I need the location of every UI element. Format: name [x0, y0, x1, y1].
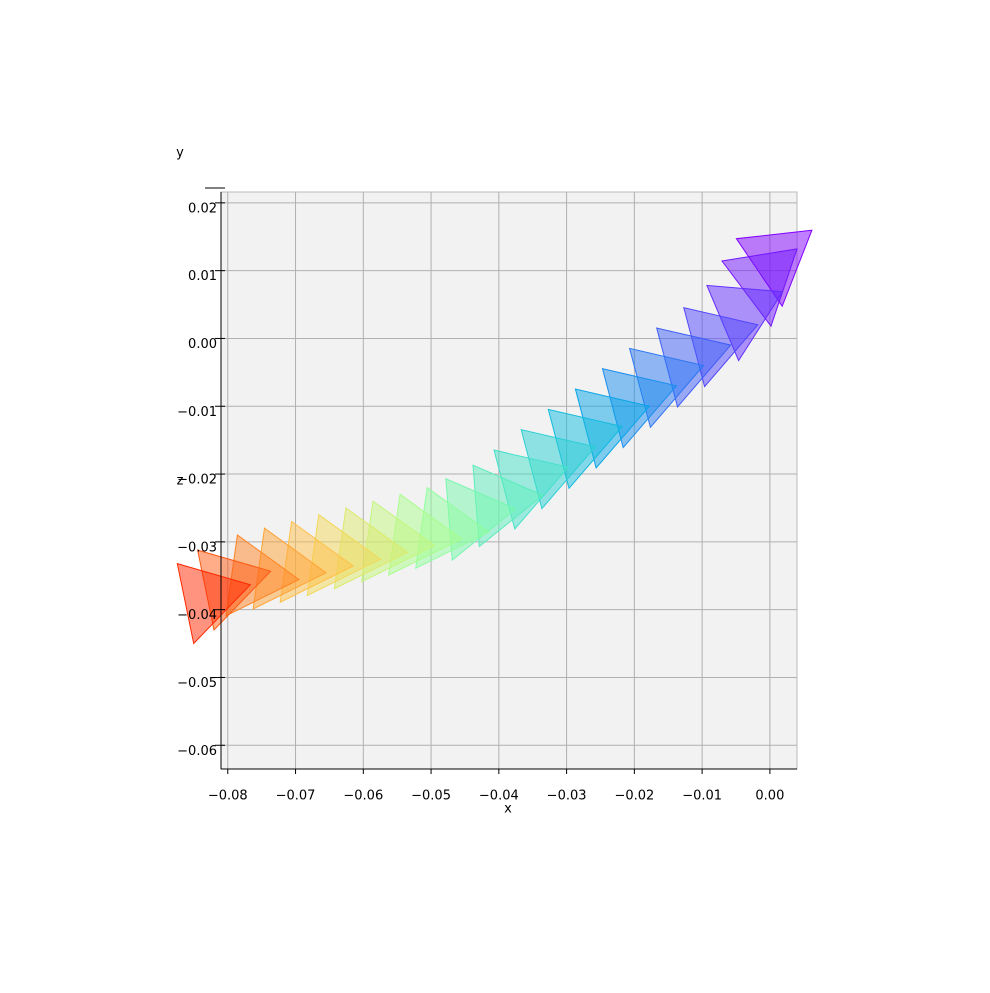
x-tick-label: −0.07: [276, 789, 316, 804]
x-tick-label: −0.02: [614, 789, 654, 804]
z-tick-label: −0.06: [177, 744, 217, 759]
x-axis-label: x: [504, 802, 512, 817]
pose: [176, 562, 252, 645]
x-tick-label: −0.04: [479, 789, 519, 804]
x-tick-label: −0.03: [547, 789, 587, 804]
z-tick-label: −0.01: [177, 405, 217, 420]
z-tick-label: −0.03: [177, 540, 217, 555]
x-tick-label: −0.08: [208, 789, 248, 804]
x-tick-label: −0.01: [682, 789, 722, 804]
z-tick-label: 0.02: [188, 201, 217, 216]
z-tick-label: −0.04: [177, 608, 217, 623]
x-tick-label: −0.05: [411, 789, 451, 804]
x-tick-label: −0.06: [343, 789, 383, 804]
z-tick-label: −0.05: [177, 676, 217, 691]
z-axis-label: z: [177, 474, 184, 489]
y-axis-label: y: [176, 146, 184, 161]
z-tick-label: 0.00: [188, 337, 217, 352]
z-tick-label: −0.02: [177, 473, 217, 488]
x-tick-label: 0.00: [755, 789, 784, 804]
z-tick-label: 0.01: [188, 269, 217, 284]
